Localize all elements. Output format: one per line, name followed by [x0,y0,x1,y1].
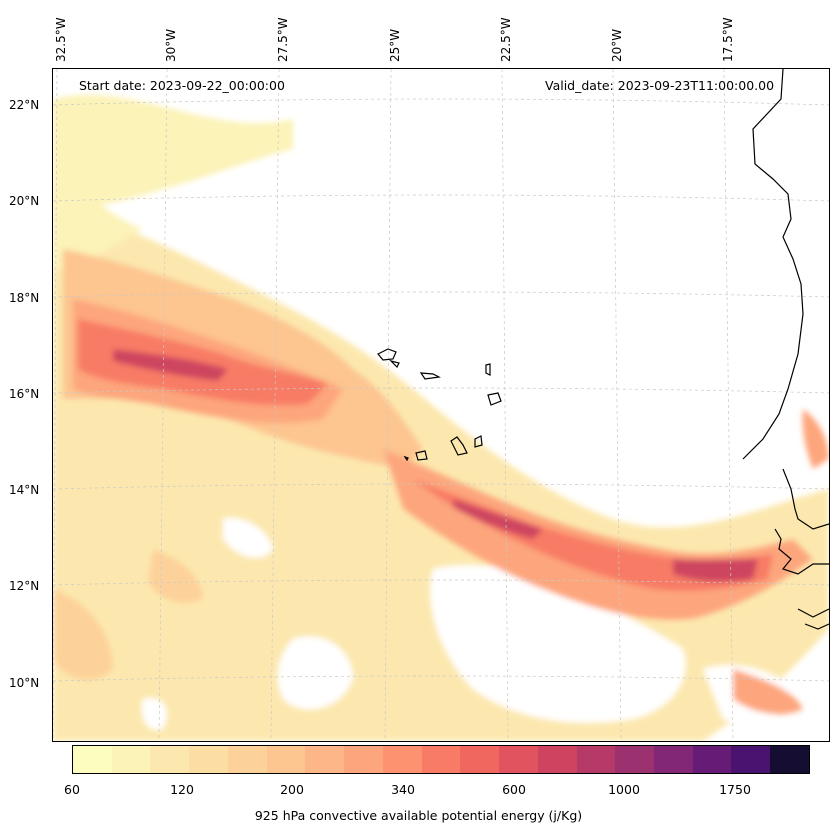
cbar-tick-120: 120 [170,782,194,797]
cbar-tick-200: 200 [280,782,304,797]
colorbar-swatch [615,746,655,773]
colorbar-swatch [150,746,190,773]
colorbar-swatch [305,746,345,773]
lat-label-22n: 22°N [9,98,40,112]
lat-label-12n: 12°N [9,579,40,593]
colorbar-swatch [692,746,732,773]
colorbar [72,745,810,774]
cbar-tick-600: 600 [502,782,526,797]
cbar-tick-340: 340 [391,782,415,797]
lon-label-32-5w: 32.5°W [54,17,68,62]
lon-label-25w: 25°W [388,28,402,62]
lon-label-20w: 20°W [610,28,624,62]
cape-field [53,94,829,741]
lat-label-20n: 20°N [9,194,40,208]
cape-verde-islands [377,348,502,462]
lon-label-22-5w: 22.5°W [499,17,513,62]
lat-label-10n: 10°N [9,676,40,690]
colorbar-swatch [460,746,500,773]
cbar-tick-1000: 1000 [608,782,640,797]
start-date-label: Start date: 2023-09-22_00:00:00 [79,78,285,93]
colorbar-swatch [770,746,809,773]
lat-label-16n: 16°N [9,387,40,401]
colorbar-swatch [537,746,577,773]
colorbar-swatch [499,746,538,773]
colorbar-swatch [227,746,267,773]
colorbar-swatch [654,746,693,773]
colorbar-swatch [189,746,228,773]
coastlines [742,69,829,630]
cbar-tick-60: 60 [64,782,80,797]
lon-label-27-5w: 27.5°W [276,17,290,62]
colorbar-swatch [111,746,151,773]
colorbar-swatch [731,746,771,773]
map-canvas [53,69,829,741]
graticule [53,69,829,741]
lon-label-17-5w: 17.5°W [721,17,735,62]
colorbar-title: 925 hPa convective available potential e… [254,808,583,823]
lon-label-30w: 30°W [164,28,178,62]
colorbar-swatch [382,746,422,773]
cbar-tick-1750: 1750 [719,782,751,797]
colorbar-swatch [73,746,112,773]
colorbar-swatch [266,746,306,773]
lat-label-18n: 18°N [9,291,40,305]
colorbar-swatch [344,746,383,773]
cape-map [52,68,830,742]
lat-label-14n: 14°N [9,483,40,497]
colorbar-swatch [421,746,461,773]
colorbar-swatch [576,746,616,773]
valid-date-label: Valid_date: 2023-09-23T11:00:00.00 [545,78,775,93]
